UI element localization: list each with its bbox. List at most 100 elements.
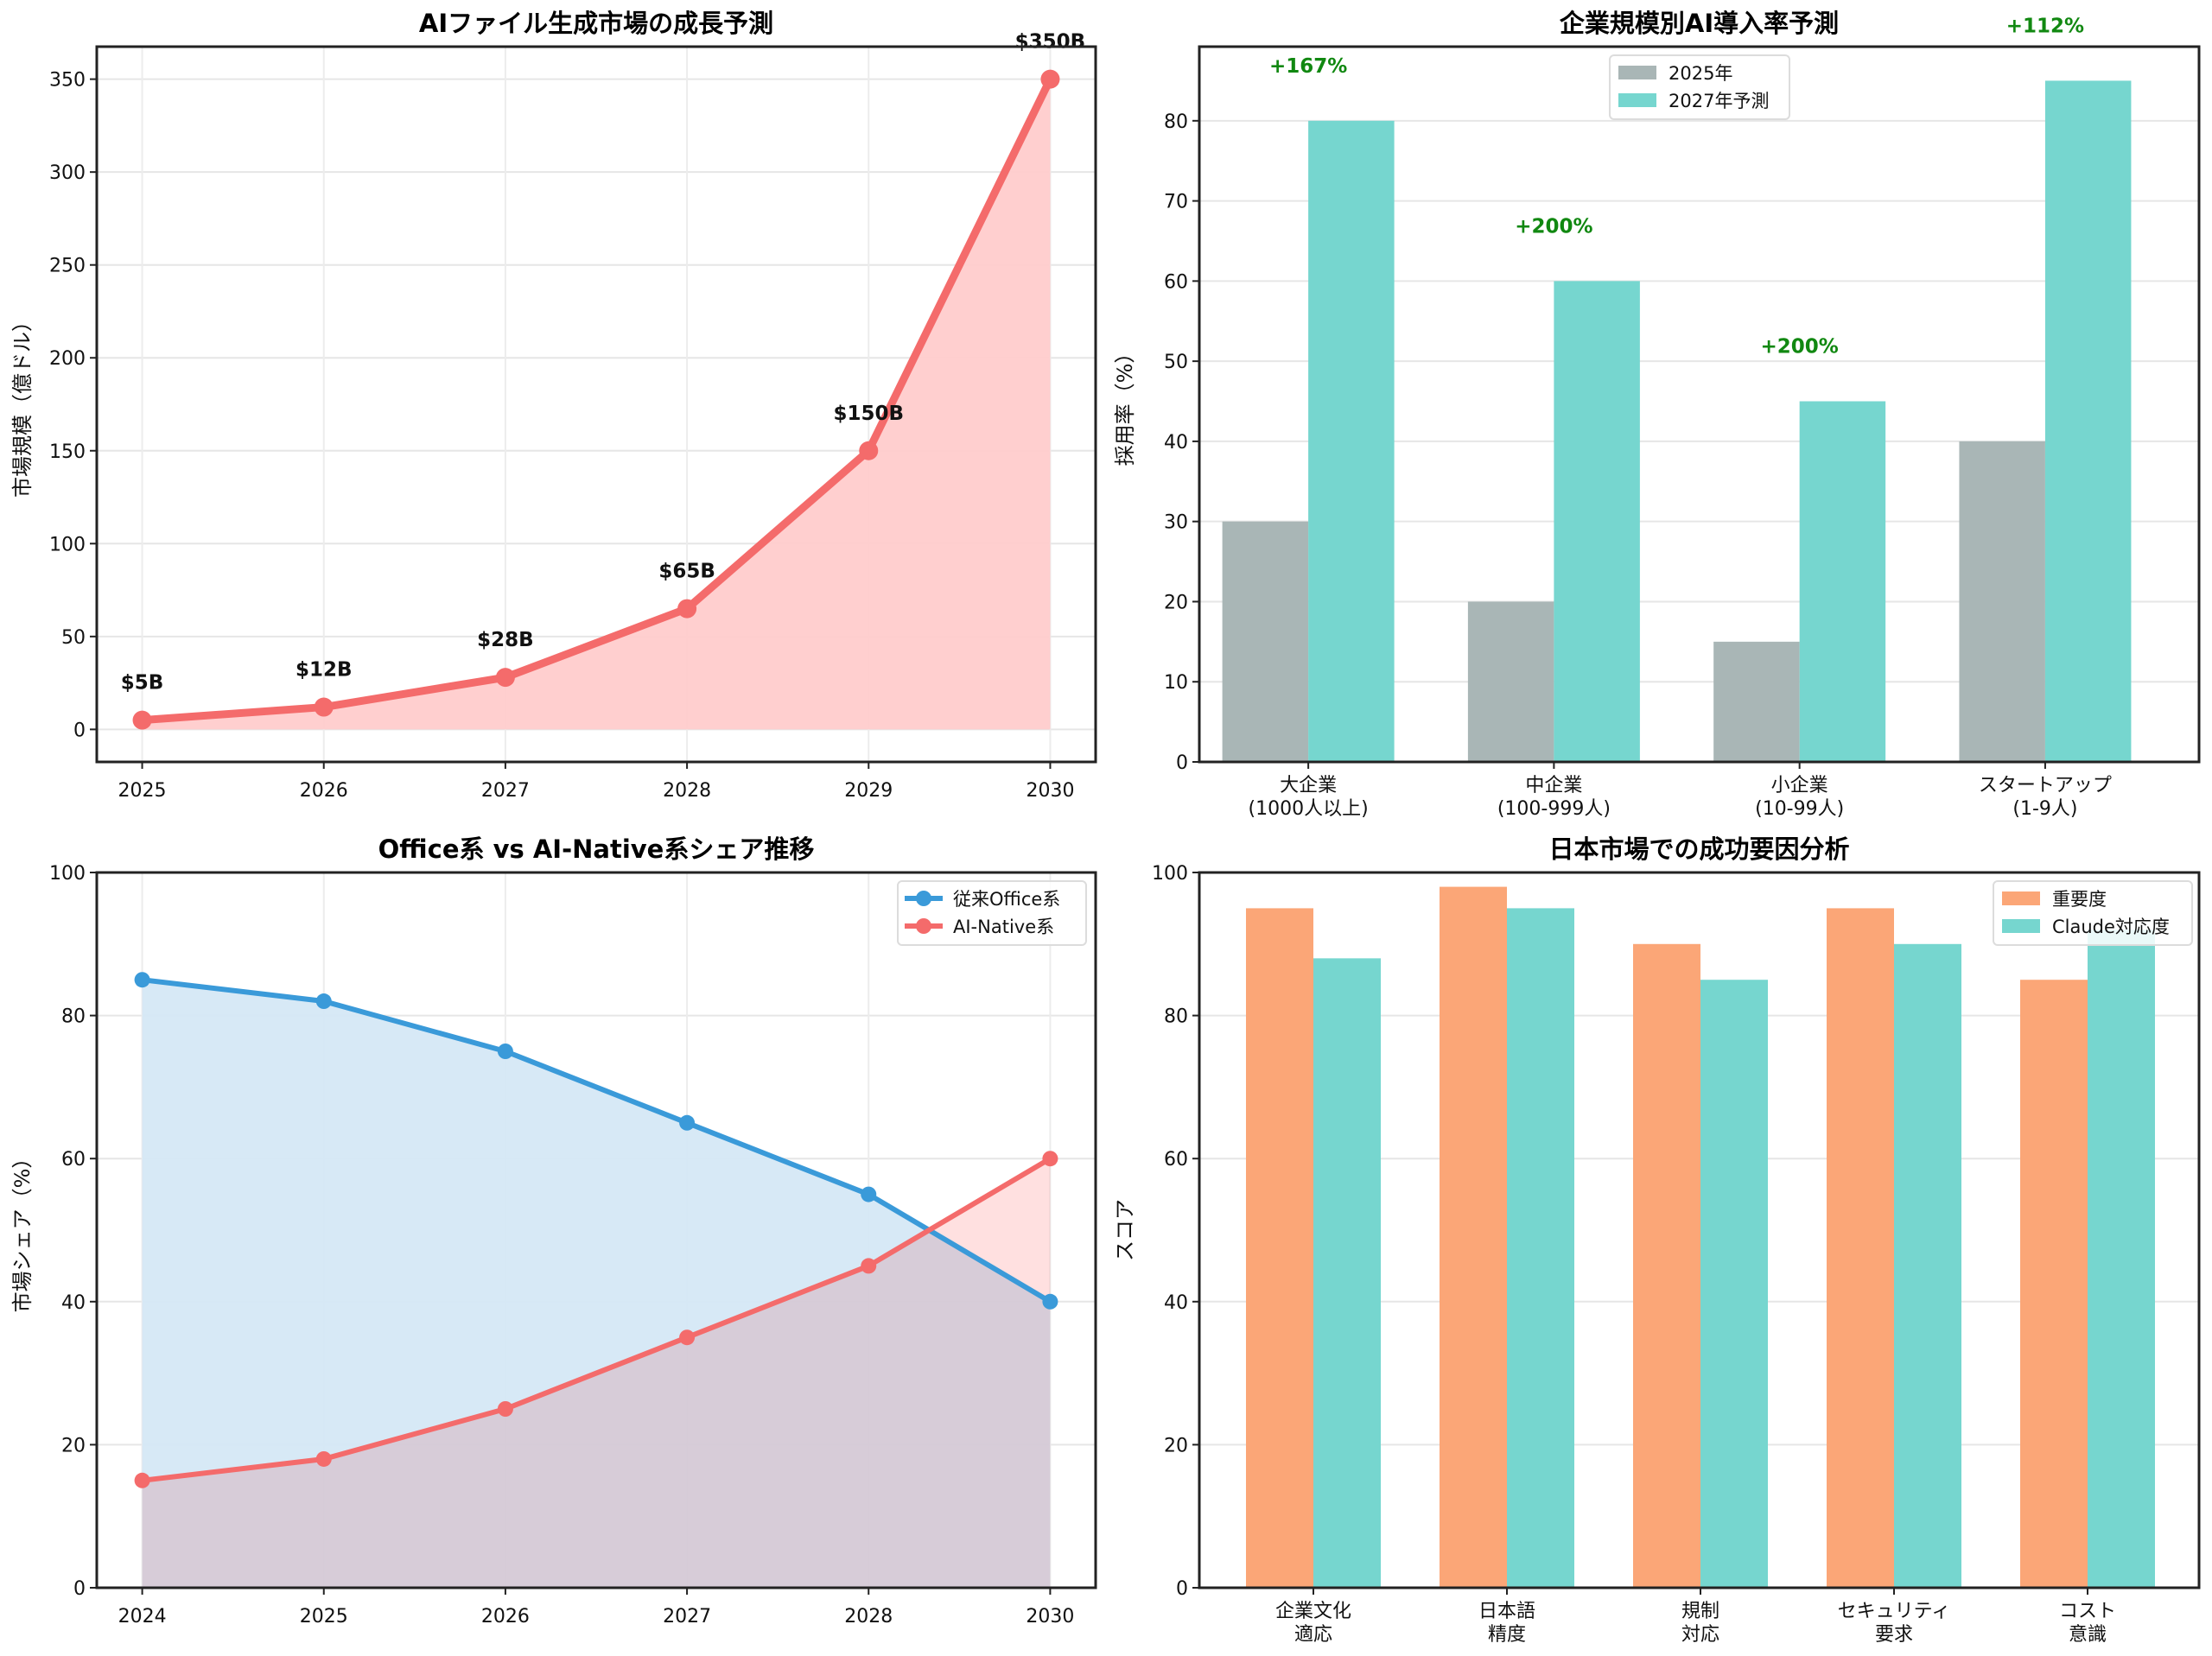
data-point — [132, 710, 152, 730]
adoption-rate-chart: 企業規模別AI導入率予測01020304050607080採用率（%）大企業(1… — [1113, 9, 2201, 820]
y-tick-label: 200 — [49, 348, 86, 370]
bar — [1222, 521, 1309, 762]
y-tick-label: 150 — [49, 441, 86, 463]
axes-frame — [95, 45, 1097, 764]
y-tick-label: 40 — [1164, 432, 1188, 454]
legend-label: 重要度 — [2052, 889, 2107, 910]
x-tick-label: 要求 — [1875, 1624, 1913, 1646]
data-point — [861, 1186, 877, 1202]
y-axis-label: スコア — [1113, 1199, 1137, 1261]
bar — [2044, 80, 2132, 762]
series-line — [142, 1156, 1052, 1483]
axes-frame — [1198, 45, 2201, 764]
growth-annotation: +200% — [1515, 215, 1592, 238]
y-axis-label: 市場シェア（%） — [10, 1148, 35, 1313]
x-tick-label: 2027 — [481, 780, 530, 802]
chart-title: AIファイル生成市場の成長予測 — [419, 9, 773, 38]
y-tick-label: 50 — [1164, 352, 1188, 373]
area-fill — [142, 79, 1051, 730]
x-tick-label: (1000人以上) — [1249, 798, 1369, 820]
bar — [1894, 943, 1961, 1588]
x-tick-label: 日本語 — [1478, 1601, 1535, 1622]
y-tick-label: 0 — [1176, 752, 1188, 774]
data-point — [677, 599, 697, 619]
x-tick-label: (100-999人) — [1497, 798, 1611, 820]
y-tick-label: 0 — [1176, 1578, 1188, 1600]
x-tick-label: 大企業 — [1280, 775, 1337, 796]
market-growth-chart: AIファイル生成市場の成長予測 0 50 100 150 200 250 300 350 市場規模… — [10, 9, 1097, 802]
y-tick-label: 300 — [49, 162, 86, 184]
legend-swatch — [2002, 919, 2040, 933]
bar — [1246, 908, 1313, 1588]
x-tick-label: (1-9人) — [2012, 798, 2077, 820]
y-tick-label: 20 — [61, 1435, 86, 1456]
y-tick-label: 100 — [1152, 863, 1188, 885]
y-tick-label: 350 — [49, 70, 86, 92]
x-tick-label: 2026 — [481, 1606, 530, 1627]
x-tick-label: 精度 — [1488, 1624, 1526, 1646]
legend-label: 2025年 — [1669, 63, 1732, 84]
legend-box — [1993, 880, 2193, 946]
y-tick-label: 80 — [1164, 111, 1188, 133]
x-tick-label: (10-99人) — [1755, 798, 1844, 820]
x-tick-label: 2028 — [663, 780, 711, 802]
y-tick-label: 70 — [1164, 192, 1188, 213]
data-point — [134, 1472, 150, 1488]
y-tick-label: 100 — [49, 534, 86, 555]
y-tick-label: 30 — [1164, 512, 1188, 534]
bar — [2020, 980, 2088, 1588]
x-tick-label: 2029 — [844, 780, 893, 802]
bar — [1959, 441, 2045, 762]
x-tick-label: 2030 — [1026, 1606, 1074, 1627]
x-tick-label: セキュリティ — [1838, 1601, 1951, 1622]
data-point — [315, 1450, 332, 1467]
y-tick-label: 0 — [73, 720, 86, 741]
x-tick-label: 企業文化 — [1275, 1601, 1351, 1622]
axes-frame — [95, 871, 1097, 1589]
y-tick-label: 40 — [61, 1292, 86, 1314]
y-tick-label: 250 — [49, 256, 86, 277]
y-tick-label: 60 — [1164, 1149, 1188, 1171]
bar — [1827, 908, 1894, 1588]
y-tick-label: 60 — [1164, 271, 1188, 293]
y-tick-label: 100 — [49, 863, 86, 885]
data-point — [861, 1258, 877, 1274]
data-point — [1040, 69, 1060, 89]
bar — [1799, 401, 1886, 762]
x-tick-label: 2024 — [118, 1606, 167, 1627]
bar — [1308, 120, 1395, 762]
y-axis-label: 採用率（%） — [1113, 343, 1137, 466]
x-tick-label: 2027 — [663, 1606, 711, 1627]
legend-swatch — [1618, 66, 1656, 79]
legend-label: 2027年予測 — [1669, 91, 1769, 111]
y-tick-label: 0 — [73, 1578, 86, 1600]
chart-title: 日本市場での成功要因分析 — [1548, 834, 1849, 864]
data-label: $150B — [833, 403, 904, 425]
bar — [1554, 281, 1640, 763]
y-tick-label: 80 — [61, 1006, 86, 1028]
legend: 2025年 2027年予測 — [1609, 54, 1790, 120]
legend-label: 従来Office系 — [953, 889, 1060, 910]
bar — [1313, 958, 1381, 1588]
legend-box — [897, 880, 1087, 946]
y-tick-label: 20 — [1164, 1435, 1188, 1456]
legend-label: AI-Native系 — [953, 917, 1054, 937]
legend-marker — [916, 918, 931, 934]
data-label: $12B — [296, 659, 353, 682]
axes-frame — [1198, 871, 2201, 1589]
bar — [1467, 601, 1554, 762]
data-point — [679, 1114, 696, 1131]
data-point — [314, 697, 334, 717]
data-point — [1042, 1151, 1058, 1167]
growth-annotation: +200% — [1760, 336, 1838, 358]
y-tick-label: 60 — [61, 1149, 86, 1171]
x-tick-label: スタートアップ — [1979, 775, 2112, 796]
x-tick-label: 小企業 — [1771, 775, 1828, 796]
legend: 重要度 Claude対応度 — [1993, 880, 2193, 946]
data-point — [497, 1401, 513, 1417]
legend-swatch — [1618, 93, 1656, 107]
chart-title: Office系 vs AI-Native系シェア推移 — [378, 834, 815, 864]
x-tick-label: 対応 — [1681, 1624, 1719, 1646]
